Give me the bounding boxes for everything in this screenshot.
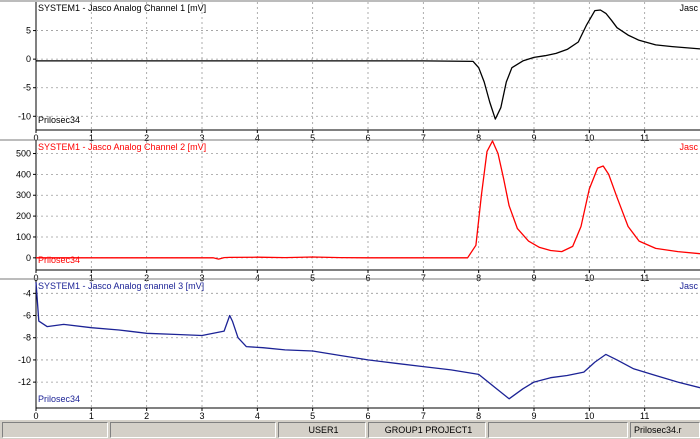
- y-tick-label: 400: [16, 169, 31, 179]
- x-tick-label: 7: [421, 411, 426, 419]
- x-tick-label: 7: [421, 133, 426, 143]
- panel-title-right: Jasc: [679, 3, 698, 13]
- chart-panel-3: 0 1 2 3 4 5 6 7 8 9 10 11 -4 -6 -8 -10 -12 SYSTEM1 - Jasc…: [0, 278, 700, 419]
- x-tick-label: 10: [584, 411, 594, 419]
- y-tick-label: -10: [18, 111, 31, 121]
- y-tick-label: -12: [18, 377, 31, 387]
- y-tick-label: 0: [26, 54, 31, 64]
- panel-title: SYSTEM1 - Jasco Analog cnannel 3 [mV]: [38, 281, 204, 291]
- x-tick-label: 9: [531, 133, 536, 143]
- series-label: Prilosec34: [38, 115, 80, 125]
- x-tick-label: 9: [531, 411, 536, 419]
- status-filename: Prilosec34.r: [630, 422, 700, 438]
- x-tick-label: 9: [531, 273, 536, 283]
- y-tick-label: -8: [23, 333, 31, 343]
- status-cell-2: [110, 422, 276, 438]
- x-tick-label: 4: [255, 133, 260, 143]
- x-tick-label: 6: [365, 133, 370, 143]
- series-line-1: [36, 9, 700, 120]
- panel-title: SYSTEM1 - Jasco Analog Channel 2 [mV]: [38, 142, 206, 152]
- x-tick-label: 1: [89, 133, 94, 143]
- x-tick-label: 3: [199, 411, 204, 419]
- x-tick-label: 5: [310, 133, 315, 143]
- x-tick-label: 2: [144, 273, 149, 283]
- x-tick-label: 4: [255, 273, 260, 283]
- x-tick-label: 5: [310, 273, 315, 283]
- x-tick-label: 4: [255, 411, 260, 419]
- x-tick-label: 0: [33, 273, 38, 283]
- y-tick-label: -4: [23, 288, 31, 298]
- series-label: Prilosec34: [38, 255, 80, 265]
- x-tick-label: 6: [365, 273, 370, 283]
- status-project: GROUP1 PROJECT1: [368, 422, 486, 438]
- panel-title-right: Jasc: [679, 142, 698, 152]
- panel-title-right: Jasc: [679, 281, 698, 291]
- status-bar: USER1 GROUP1 PROJECT1 Prilosec34.r: [0, 419, 700, 439]
- x-tick-label: 3: [199, 273, 204, 283]
- y-tick-label: -6: [23, 311, 31, 321]
- x-tick-label: 1: [89, 411, 94, 419]
- chart-panel-1: 0 1 2 3 4 5 6 7 8 9 10 11 5 0 -5 -10 SYSTEM1 - Jasco Ana…: [0, 0, 700, 143]
- y-tick-label: 0: [26, 253, 31, 263]
- x-tick-label: 7: [421, 273, 426, 283]
- x-tick-label: 3: [199, 133, 204, 143]
- panel-title: SYSTEM1 - Jasco Analog Channel 1 [mV]: [38, 3, 206, 13]
- x-tick-label: 8: [476, 133, 481, 143]
- x-tick-label: 11: [640, 133, 649, 143]
- x-tick-label: 0: [33, 133, 38, 143]
- x-tick-label: 6: [365, 411, 370, 419]
- x-tick-label: 2: [144, 411, 149, 419]
- status-user: USER1: [278, 422, 366, 438]
- y-tick-label: 500: [16, 149, 31, 159]
- status-cell-5: [488, 422, 628, 438]
- x-tick-label: 11: [640, 411, 649, 419]
- y-tick-label: 5: [26, 26, 31, 36]
- x-tick-label: 10: [584, 133, 594, 143]
- y-tick-label: 300: [16, 190, 31, 200]
- x-tick-label: 1: [89, 273, 94, 283]
- x-tick-label: 0: [33, 411, 38, 419]
- y-tick-label: -5: [23, 83, 31, 93]
- series-line-2: [36, 140, 700, 260]
- x-tick-label: 11: [640, 273, 649, 283]
- chart-panel-2: 0 1 2 3 4 5 6 7 8 9 10 11 500 400 300 200 100 0 SYSTEM1 - …: [0, 139, 700, 283]
- y-tick-label: 100: [16, 232, 31, 242]
- y-tick-label: -10: [18, 355, 31, 365]
- x-tick-label: 8: [476, 411, 481, 419]
- x-tick-label: 5: [310, 411, 315, 419]
- y-tick-label: 200: [16, 211, 31, 221]
- series-label: Prilosec34: [38, 394, 80, 404]
- status-cell-1: [2, 422, 108, 438]
- x-tick-label: 8: [476, 273, 481, 283]
- series-line-3: [35, 282, 700, 400]
- x-tick-label: 10: [584, 273, 594, 283]
- x-tick-label: 2: [144, 133, 149, 143]
